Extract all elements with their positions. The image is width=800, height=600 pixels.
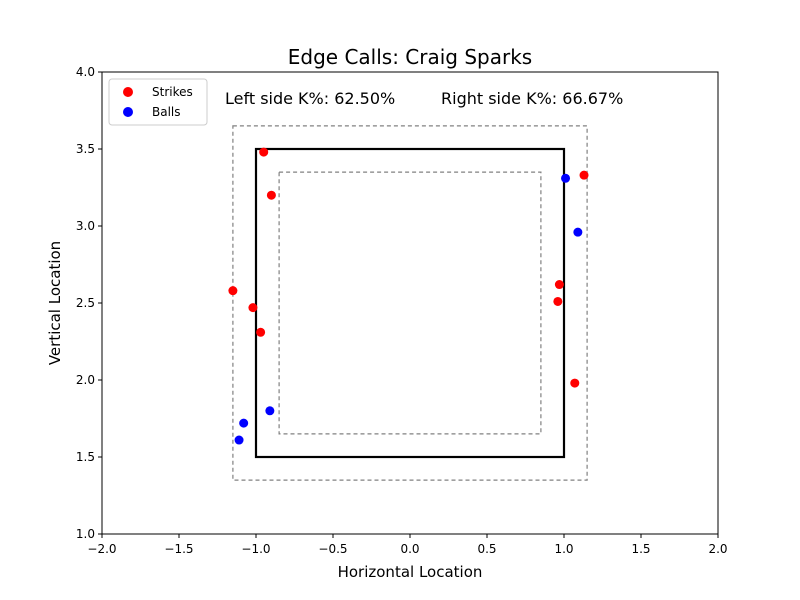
ball-point-3	[239, 418, 249, 428]
x-tick-label: 0.0	[400, 542, 419, 556]
x-tick-label: −0.5	[318, 542, 347, 556]
x-tick-label: 1.5	[631, 542, 650, 556]
y-tick-label: 3.5	[76, 142, 95, 156]
y-tick-label: 1.0	[76, 527, 95, 541]
x-tick-label: −1.5	[164, 542, 193, 556]
x-axis-label: Horizontal Location	[338, 563, 483, 581]
y-tick-label: 2.5	[76, 296, 95, 310]
x-tick-label: 0.5	[477, 542, 496, 556]
x-tick-label: 1.0	[554, 542, 573, 556]
strike-point-7	[553, 296, 563, 306]
y-tick-label: 1.5	[76, 450, 95, 464]
strike-point-4	[256, 327, 266, 337]
strike-point-8	[570, 378, 580, 388]
left-side-k-pct: Left side K%: 62.50%	[225, 89, 395, 108]
legend-marker-strikes	[123, 87, 133, 97]
x-axis-ticks: −2.0 −1.5 −1.0 −0.5 0.0 0.5 1.0 1.5 2.0	[87, 534, 728, 556]
y-tick-label: 4.0	[76, 65, 95, 79]
y-axis-ticks: 1.0 1.5 2.0 2.5 3.0 3.5 4.0	[76, 65, 102, 541]
strike-point-2	[228, 286, 238, 296]
ball-point-1	[573, 227, 583, 237]
legend-box	[108, 78, 208, 126]
strike-point-1	[266, 190, 276, 200]
strike-point-0	[259, 147, 269, 157]
x-tick-label: 2.0	[708, 542, 727, 556]
strike-point-6	[554, 280, 564, 290]
zone-layer	[232, 125, 588, 481]
legend-label-balls: Balls	[152, 105, 181, 119]
strike-zone-rect	[254, 147, 566, 459]
legend-marker-balls	[123, 107, 133, 117]
legend-label-strikes: Strikes	[152, 85, 193, 99]
outer-edge-rect	[232, 125, 588, 481]
inner-edge-rect	[278, 171, 542, 435]
y-tick-label: 2.0	[76, 373, 95, 387]
strike-point-3	[248, 303, 258, 313]
x-tick-label: −1.0	[241, 542, 270, 556]
plot-frame	[101, 71, 719, 535]
chart-title: Edge Calls: Craig Sparks	[288, 45, 532, 69]
legend: Strikes Balls	[108, 78, 208, 126]
y-tick-label: 3.0	[76, 219, 95, 233]
points-layer	[228, 147, 589, 445]
ball-point-0	[561, 173, 571, 183]
right-side-k-pct: Right side K%: 66.67%	[441, 89, 623, 108]
ball-point-2	[265, 406, 275, 416]
strike-point-5	[579, 170, 589, 180]
x-tick-label: −2.0	[87, 542, 116, 556]
ball-point-4	[234, 435, 244, 445]
y-axis-label: Vertical Location	[46, 241, 64, 365]
